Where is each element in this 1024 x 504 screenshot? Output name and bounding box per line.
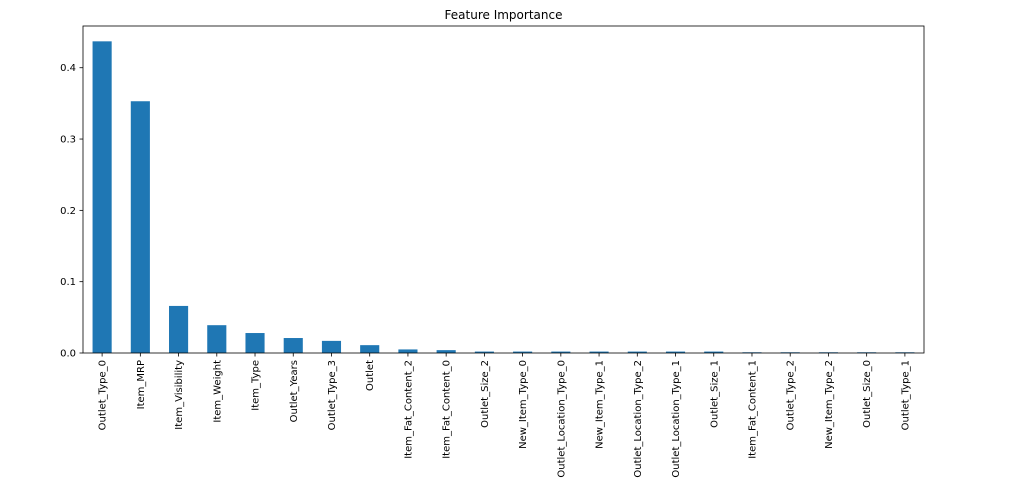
bar-Outlet_Size_2 — [474, 351, 494, 353]
y-tick-label: 0.1 — [60, 277, 76, 288]
x-tick-label: Outlet_Size_2 — [480, 360, 491, 428]
x-tick-label: Outlet_Type_0 — [98, 360, 109, 430]
bar-Item_MRP — [130, 101, 150, 353]
bar-Outlet_Type_3 — [321, 340, 342, 353]
y-tick-label: 0.2 — [60, 206, 76, 217]
x-tick-label: New_Item_Type_1 — [595, 360, 606, 449]
y-tick-label: 0.0 — [60, 349, 76, 360]
x-axis: Outlet_Type_0 Item_MRP Item_Visibility Item… — [98, 353, 911, 478]
x-tick-label: New_Item_Type_2 — [824, 360, 835, 449]
chart-title: Feature Importance — [445, 8, 563, 22]
bar-New_Item_Type_0 — [513, 351, 533, 353]
x-tick-label: Item_Fat_Content_0 — [442, 360, 453, 459]
x-tick-label: Outlet_Years — [289, 360, 300, 422]
x-tick-label: Item_Fat_Content_2 — [403, 360, 414, 459]
x-tick-label: Outlet_Size_1 — [709, 360, 720, 428]
y-tick-label: 0.4 — [60, 63, 76, 74]
x-tick-label: Outlet_Location_Type_2 — [633, 360, 644, 478]
x-tick-label: Outlet_Size_0 — [862, 360, 873, 428]
x-tick-label: Outlet_Type_3 — [327, 360, 338, 430]
bar-Outlet_Location_Type_1 — [665, 351, 686, 353]
bar-Outlet_Location_Type_0 — [551, 351, 571, 353]
bar-Item_Visibility — [169, 305, 189, 353]
bar-Item_Weight — [207, 325, 227, 353]
x-tick-label: Item_Type — [251, 360, 262, 411]
y-tick-label: 0.3 — [60, 135, 76, 146]
x-tick-label: Outlet_Type_1 — [900, 360, 911, 430]
x-tick-label: Outlet_Type_2 — [786, 360, 797, 430]
bar-Item_Fat_Content_2 — [398, 349, 418, 353]
bar-Outlet_Type_0 — [92, 41, 112, 353]
bar-New_Item_Type_1 — [589, 351, 609, 353]
bar-Item_Fat_Content_0 — [436, 350, 456, 353]
plot-area-frame — [82, 25, 925, 354]
bar-Outlet — [360, 345, 380, 353]
x-tick-label: Outlet_Location_Type_0 — [556, 360, 567, 478]
bar-Item_Type — [245, 333, 265, 353]
bar-Outlet_Size_1 — [704, 351, 724, 353]
bar-Outlet_Location_Type_2 — [627, 351, 647, 353]
x-tick-label: Item_Visibility — [174, 360, 185, 430]
x-tick-label: Item_MRP — [136, 360, 147, 409]
bars-layer — [92, 41, 915, 354]
bar-Outlet_Years — [283, 338, 303, 353]
x-tick-label: Outlet — [365, 360, 376, 391]
x-tick-label: Item_Weight — [212, 360, 223, 423]
x-tick-label: New_Item_Type_0 — [518, 360, 529, 449]
x-tick-label: Outlet_Location_Type_1 — [671, 360, 682, 478]
y-axis: 0.0 0.1 0.2 0.3 0.4 — [60, 63, 83, 360]
x-tick-label: Item_Fat_Content_1 — [747, 360, 758, 459]
